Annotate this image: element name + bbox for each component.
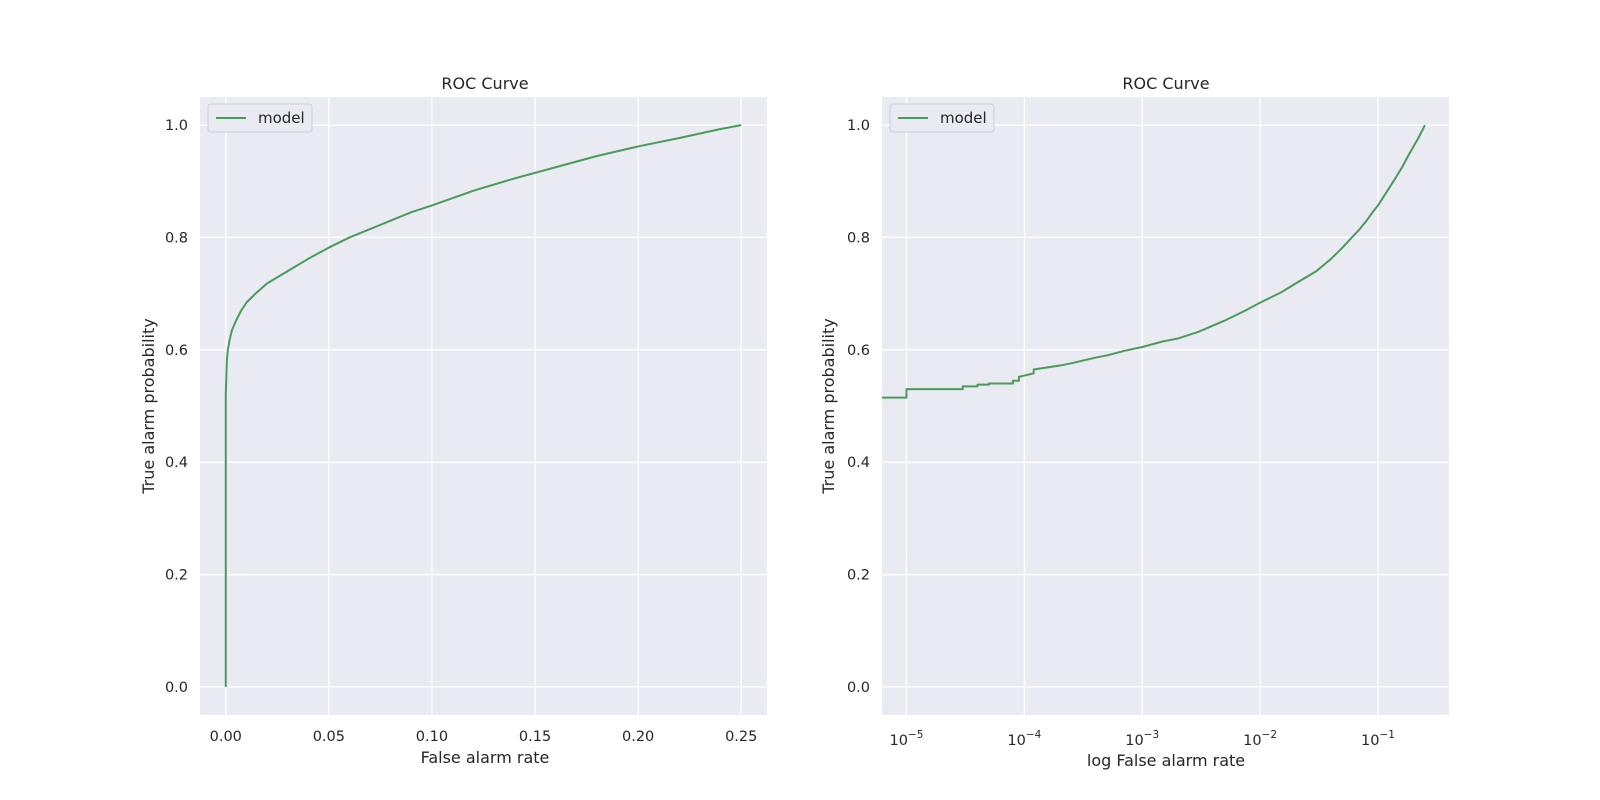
left-y-tick-label: 0.2 xyxy=(165,568,188,584)
left-legend: model xyxy=(207,103,313,133)
left-chart-title: ROC Curve xyxy=(441,74,528,93)
left-x-tick-label: 0.25 xyxy=(725,729,757,745)
right-y-tick-label: 0.8 xyxy=(847,230,870,246)
left-x-tick-label: 0.15 xyxy=(519,729,551,745)
left-y-tick-label: 0.8 xyxy=(165,230,188,246)
left-x-tick-label: 0.20 xyxy=(622,729,654,745)
right-y-tick-label: 0.2 xyxy=(847,568,870,584)
left-x-tick-label: 0.05 xyxy=(313,729,345,745)
left-x-ticks: 0.00 0.05 0.10 0.15 0.20 0.25 xyxy=(210,729,758,745)
right-y-tick-label: 1.0 xyxy=(847,118,870,134)
left-x-axis-label: False alarm rate xyxy=(421,748,550,767)
right-x-axis-label: log False alarm rate xyxy=(1087,751,1245,770)
right-legend-box xyxy=(889,103,995,133)
right-chart-title: ROC Curve xyxy=(1122,74,1209,93)
right-y-tick-label: 0.4 xyxy=(847,455,870,471)
left-y-tick-label: 0.4 xyxy=(165,455,188,471)
right-legend-label: model xyxy=(940,109,987,127)
left-y-tick-label: 0.0 xyxy=(165,680,188,696)
left-roc-panel: 0.00 0.05 0.10 0.15 0.20 0.25 0.0 0.2 0.4 0.6 0.8… xyxy=(139,74,767,767)
left-y-tick-label: 1.0 xyxy=(165,118,188,134)
right-y-ticks: 0.0 0.2 0.4 0.6 0.8 1.0 xyxy=(847,118,870,696)
left-model-line xyxy=(224,124,742,687)
left-y-axis-label: True alarm probability xyxy=(139,318,158,494)
left-y-ticks: 0.0 0.2 0.4 0.6 0.8 1.0 xyxy=(165,118,188,696)
right-model-line xyxy=(882,124,1426,399)
left-legend-label: model xyxy=(258,109,305,127)
left-x-tick-label: 0.00 xyxy=(210,729,242,745)
right-y-tick-label: 0.0 xyxy=(847,680,870,696)
left-legend-box xyxy=(207,103,313,133)
right-y-tick-label: 0.6 xyxy=(847,343,870,359)
right-grid xyxy=(882,97,1449,715)
right-y-axis-label: True alarm probability xyxy=(819,318,838,494)
left-grid xyxy=(200,97,767,715)
left-x-tick-label: 0.10 xyxy=(416,729,448,745)
left-plot-area xyxy=(200,97,767,715)
left-y-tick-label: 0.6 xyxy=(165,343,188,359)
right-roc-panel: 10−5 10−4 10−3 10−2 10−1 0.00.20.40.60.81.0 … xyxy=(819,74,1449,770)
right-legend: model xyxy=(889,103,995,133)
right-plot-area xyxy=(882,97,1449,715)
